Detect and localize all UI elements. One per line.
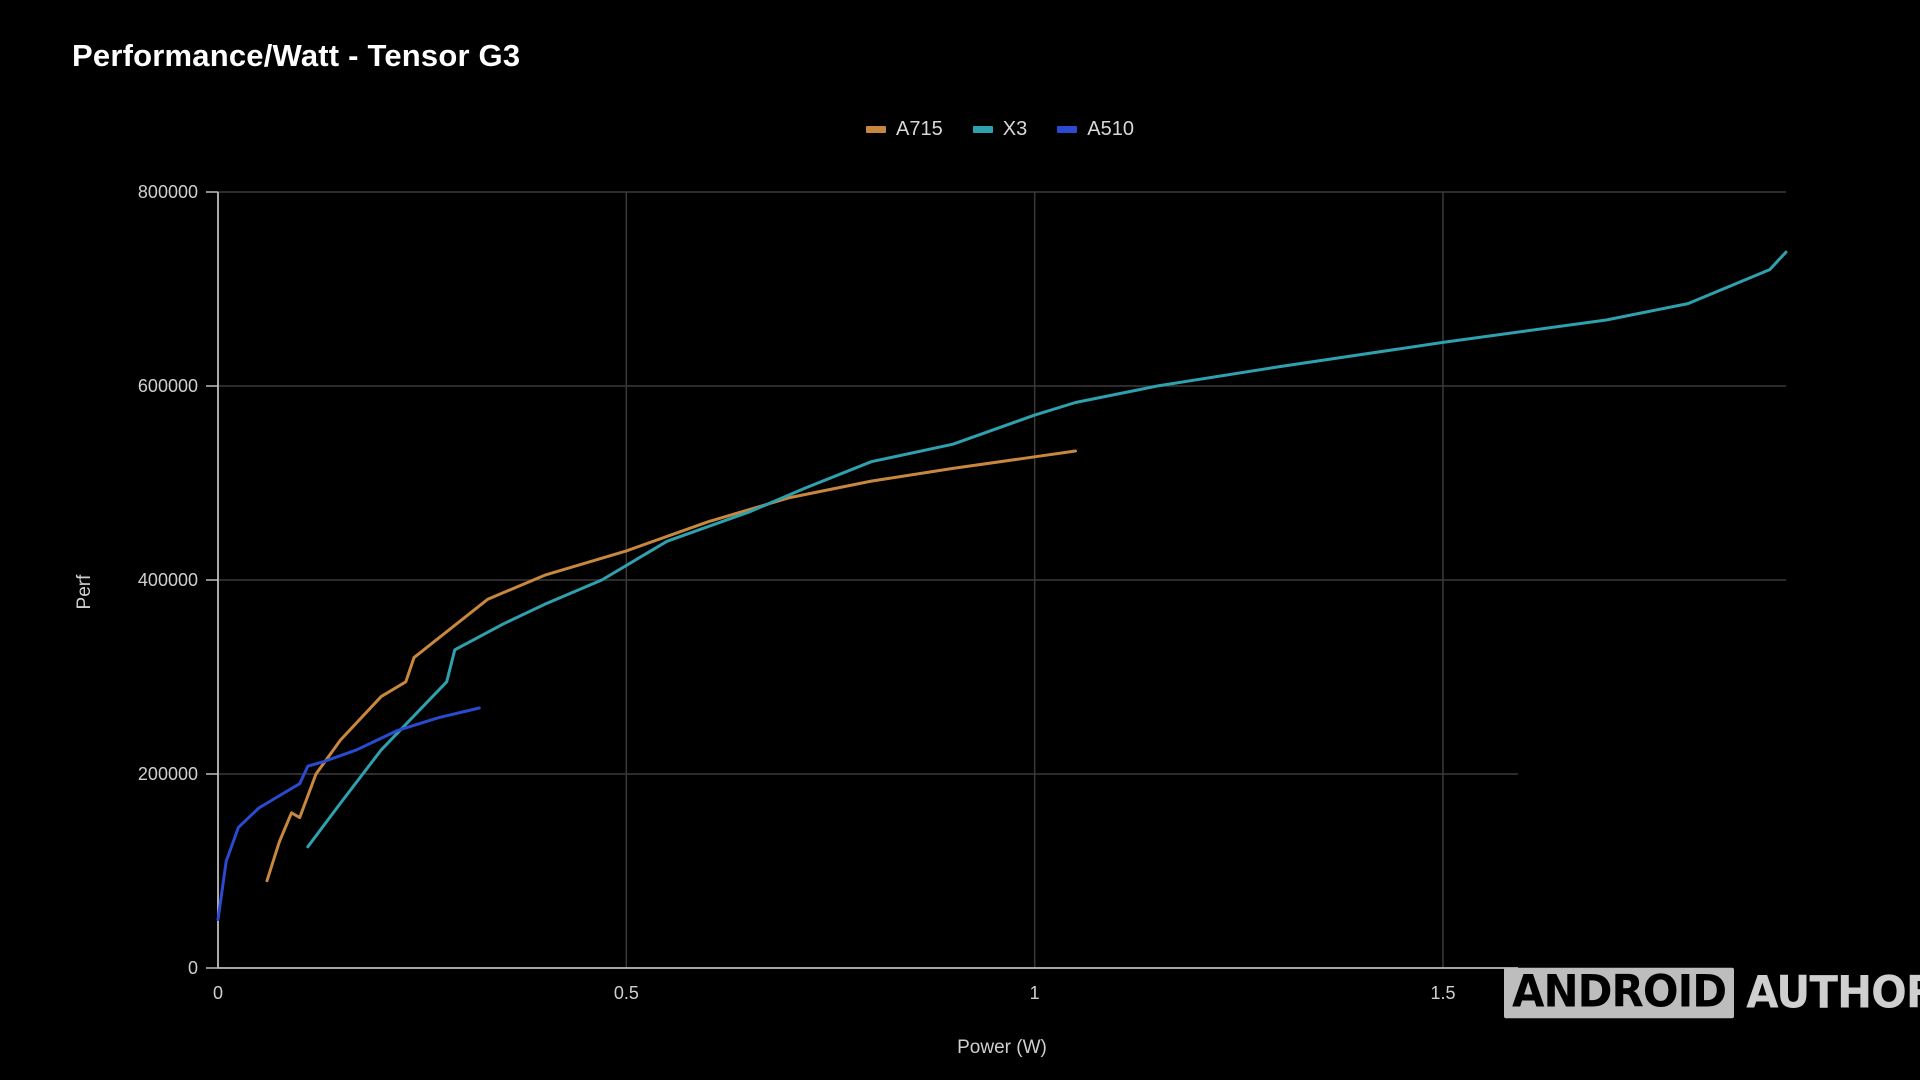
x-tick-label-1: 0.5 bbox=[614, 983, 639, 1003]
y-axis-label: Perf bbox=[74, 574, 95, 610]
x-tick-label-2: 1 bbox=[1030, 983, 1040, 1003]
series-line-x3 bbox=[306, 250, 1788, 849]
y-tick-label-3: 600000 bbox=[138, 376, 198, 396]
y-tick-label-2: 400000 bbox=[138, 570, 198, 590]
series-line-a510 bbox=[216, 706, 481, 921]
grid-lines bbox=[218, 191, 1786, 968]
y-tick-label-4: 800000 bbox=[138, 182, 198, 202]
legend-swatch-x3 bbox=[972, 126, 993, 133]
x-tick-label-0: 0 bbox=[213, 983, 223, 1003]
legend-item-a510[interactable]: A510 bbox=[1057, 118, 1134, 141]
legend-label-a510: A510 bbox=[1087, 118, 1134, 140]
series-lines bbox=[216, 250, 1788, 921]
watermark-part-2: AUTHORITY bbox=[1746, 966, 1920, 1019]
y-tick-label-1: 200000 bbox=[138, 764, 198, 784]
legend-swatch-a510 bbox=[1057, 126, 1078, 133]
x-tick-label-3: 1.5 bbox=[1430, 983, 1455, 1003]
legend-swatch-a715 bbox=[866, 126, 887, 133]
legend-label-x3: X3 bbox=[1002, 118, 1028, 140]
chart-legend: A715 X3 A510 bbox=[0, 118, 1920, 141]
legend-label-a715: A715 bbox=[896, 118, 943, 140]
axis-labels: Power (W) Perf bbox=[74, 574, 1047, 1058]
x-axis-label: Power (W) bbox=[957, 1037, 1047, 1058]
legend-item-x3[interactable]: X3 bbox=[972, 118, 1028, 141]
watermark-logo: ANDROID AUTHORITY bbox=[1504, 966, 1920, 1019]
chart-title: Performance/Watt - Tensor G3 bbox=[72, 38, 521, 73]
watermark-part-1: ANDROID bbox=[1504, 967, 1735, 1019]
legend-item-a715[interactable]: A715 bbox=[866, 118, 943, 141]
y-tick-label-0: 0 bbox=[188, 958, 198, 978]
series-line-a715 bbox=[265, 449, 1077, 883]
axes: 0 200000 400000 600000 800000 0 0.5 1 1.5 bbox=[138, 182, 1518, 1003]
